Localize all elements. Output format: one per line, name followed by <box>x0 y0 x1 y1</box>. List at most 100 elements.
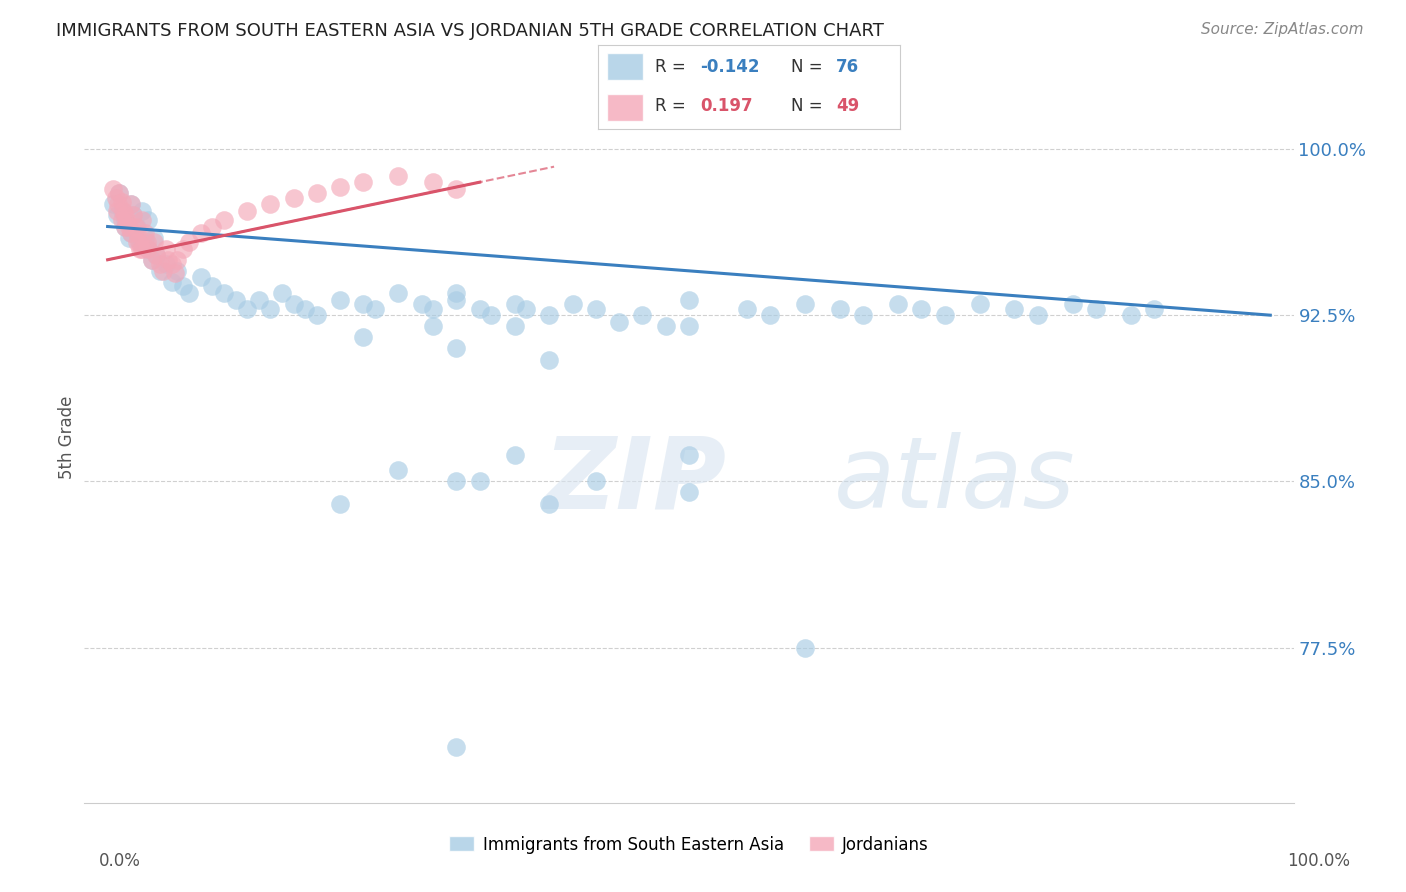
Point <box>120 197 142 211</box>
Point <box>735 301 758 316</box>
Point <box>678 485 700 500</box>
Point <box>120 226 142 240</box>
Point <box>110 195 132 210</box>
Point <box>678 319 700 334</box>
Point <box>329 179 352 194</box>
Point <box>122 209 145 223</box>
Point <box>134 226 156 240</box>
Point <box>166 264 188 278</box>
Point <box>561 297 583 311</box>
Point <box>305 186 328 201</box>
Point <box>422 175 444 189</box>
Point <box>114 219 136 234</box>
Point <box>149 264 172 278</box>
Point <box>411 297 433 311</box>
Point <box>108 186 131 201</box>
Point <box>120 226 142 240</box>
Point <box>446 293 468 307</box>
Point <box>259 301 281 316</box>
Point <box>143 230 166 244</box>
Text: R =: R = <box>655 97 686 115</box>
Point <box>105 209 128 223</box>
Point <box>114 212 136 227</box>
Point <box>149 257 172 271</box>
Point <box>225 293 247 307</box>
Point <box>247 293 270 307</box>
Point <box>201 279 224 293</box>
Text: N =: N = <box>792 97 823 115</box>
Point <box>201 219 224 234</box>
Text: 49: 49 <box>837 97 859 115</box>
Point <box>143 235 166 249</box>
Point <box>329 293 352 307</box>
Point <box>446 182 468 196</box>
Point <box>283 297 305 311</box>
Point <box>136 235 159 249</box>
Text: atlas: atlas <box>834 433 1076 530</box>
Point <box>1062 297 1084 311</box>
Point <box>145 248 167 262</box>
Point <box>352 297 374 311</box>
Point <box>152 264 174 278</box>
Text: N =: N = <box>792 59 823 77</box>
Point <box>236 301 259 316</box>
Point <box>479 308 502 322</box>
Point <box>422 319 444 334</box>
Point <box>446 285 468 300</box>
Point <box>352 330 374 344</box>
Point <box>160 257 183 271</box>
Point <box>503 297 526 311</box>
Point <box>155 257 177 271</box>
Point <box>283 191 305 205</box>
Point <box>212 212 235 227</box>
Point <box>120 197 142 211</box>
Text: -0.142: -0.142 <box>700 59 759 77</box>
Point <box>387 285 409 300</box>
Point <box>678 293 700 307</box>
Point <box>607 315 630 329</box>
Text: ZIP: ZIP <box>544 433 727 530</box>
Point <box>134 230 156 244</box>
Point <box>538 497 561 511</box>
Point <box>114 209 136 223</box>
Point <box>117 219 139 234</box>
Point <box>422 301 444 316</box>
Point <box>108 186 131 201</box>
Point <box>852 308 875 322</box>
Legend: Immigrants from South Eastern Asia, Jordanians: Immigrants from South Eastern Asia, Jord… <box>443 829 935 860</box>
Point <box>910 301 932 316</box>
Point <box>125 226 148 240</box>
Point <box>103 197 125 211</box>
Point <box>387 169 409 183</box>
Point <box>110 212 132 227</box>
Point <box>177 285 200 300</box>
Text: 100.0%: 100.0% <box>1286 852 1350 870</box>
Point <box>172 279 194 293</box>
Point <box>446 740 468 755</box>
Point <box>759 308 782 322</box>
Point <box>111 204 134 219</box>
Text: 0.0%: 0.0% <box>98 852 141 870</box>
Point <box>305 308 328 322</box>
Point <box>515 301 537 316</box>
FancyBboxPatch shape <box>606 94 643 120</box>
Point <box>631 308 654 322</box>
Point <box>503 448 526 462</box>
Point <box>190 226 212 240</box>
Point <box>271 285 294 300</box>
Text: 76: 76 <box>837 59 859 77</box>
Point <box>294 301 316 316</box>
Text: 0.197: 0.197 <box>700 97 754 115</box>
Point <box>136 242 159 256</box>
Point <box>124 219 146 234</box>
Point <box>794 640 817 655</box>
Point <box>830 301 852 316</box>
Point <box>934 308 956 322</box>
Point <box>794 297 817 311</box>
Point <box>538 352 561 367</box>
Point <box>131 242 153 256</box>
Point <box>110 204 132 219</box>
Point <box>128 235 150 249</box>
Point <box>887 297 910 311</box>
Point <box>236 204 259 219</box>
